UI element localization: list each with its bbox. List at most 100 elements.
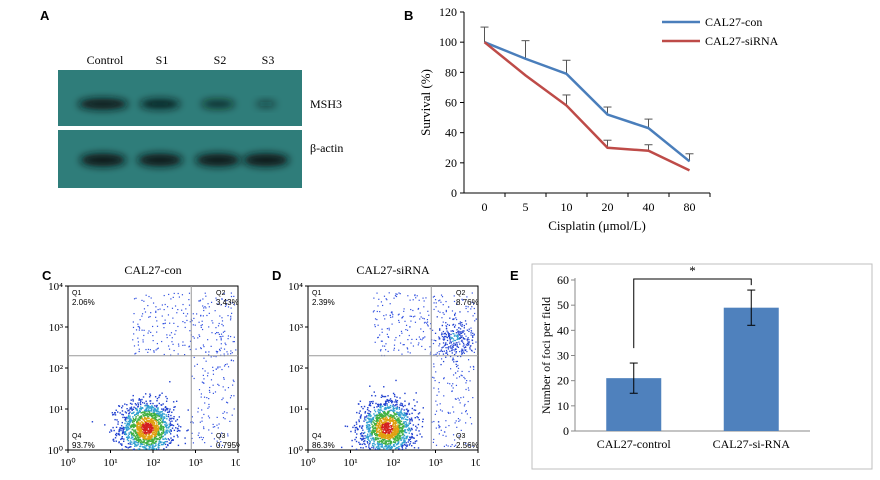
y-tick-label: 80 — [445, 65, 457, 79]
y-tick-label: 120 — [439, 5, 457, 19]
x-axis-title: Cisplatin (μmol/L) — [548, 218, 646, 233]
legend-label: CAL27-siRNA — [705, 34, 779, 48]
x-tick-label: 10¹ — [343, 457, 357, 469]
quadrant-percent: 86.3% — [312, 441, 335, 450]
significance-bracket — [633, 278, 752, 349]
quadrant-name: Q2 — [456, 290, 465, 297]
quadrant-percent: 2.39% — [312, 298, 335, 307]
quadrant-name: Q4 — [72, 433, 81, 440]
quadrant-percent: 8.76% — [456, 298, 479, 307]
y-tick-label: 10⁴ — [288, 281, 303, 293]
quadrant-name: Q4 — [312, 433, 321, 440]
x-tick-label: 10⁰ — [60, 457, 76, 469]
quadrant-name: Q3 — [456, 433, 465, 440]
bar — [723, 307, 779, 431]
survival-line-chart: 0 20 40 60 80 100 120 0 5 10 20 40 80 Cisplatin (μmol… — [418, 5, 779, 233]
y-tick-label: 40 — [445, 126, 457, 140]
lane-labels: Control S1 S2 S3 — [87, 53, 275, 67]
x-tick-label: 10⁴ — [471, 457, 480, 469]
y-axis-title: Number of foci per field — [539, 297, 553, 414]
y-tick-label: 100 — [439, 35, 457, 49]
quadrant-percent: 3.43% — [216, 298, 239, 307]
blot-band — [243, 153, 289, 167]
quadrant-percent: 0.795% — [216, 441, 240, 450]
x-tick-label: 20 — [602, 200, 614, 214]
y-tick-label: 50 — [557, 298, 569, 312]
y-tick-label: 10 — [557, 399, 569, 413]
blot-band — [137, 153, 183, 167]
lane-label: S2 — [214, 53, 227, 67]
actin-bands — [80, 153, 289, 167]
lane-label: Control — [87, 53, 124, 67]
y-tick-label: 0 — [563, 424, 569, 438]
chart-frame — [531, 263, 873, 470]
blot-band — [139, 99, 181, 109]
panel-label-b: B — [404, 8, 414, 23]
legend-label: CAL27-con — [705, 15, 762, 29]
blot-msh3-membrane — [58, 70, 302, 126]
y-tick-label: 10² — [49, 363, 64, 375]
panel-label-a: A — [40, 8, 50, 23]
flow-title: CAL27-siRNA — [356, 263, 430, 277]
x-tick-label: 5 — [523, 200, 529, 214]
blot-band — [201, 99, 235, 109]
x-tick-label: 10 — [561, 200, 573, 214]
lane-label: S1 — [156, 53, 169, 67]
x-tick-label: CAL27-si-RNA — [713, 437, 791, 451]
blot-row-labels: MSH3 β-actin — [310, 97, 343, 155]
quadrant-percent: 93.7% — [72, 441, 95, 450]
series-line-1 — [483, 41, 691, 172]
panel-label-d: D — [272, 268, 282, 283]
y-tick-label: 10² — [289, 363, 304, 375]
blot-band — [195, 153, 241, 167]
y-tick-label: 20 — [557, 374, 569, 388]
quadrant-name: Q1 — [312, 290, 321, 297]
y-tick-label: 10⁴ — [48, 281, 63, 293]
y-tick-label: 60 — [557, 273, 569, 287]
y-tick-label: 10³ — [49, 322, 64, 334]
y-tick-label: 40 — [557, 323, 569, 337]
x-tick-label: 10² — [146, 457, 161, 469]
panel-label-c: C — [42, 268, 52, 283]
row-label-msh3: MSH3 — [310, 97, 342, 111]
flow-dots — [340, 292, 477, 451]
y-tick-label: 10¹ — [49, 404, 63, 416]
y-tick-label: 10³ — [289, 322, 304, 334]
series-line-0 — [484, 41, 691, 163]
x-tick-label: 10¹ — [103, 457, 117, 469]
panel-label-e: E — [510, 268, 519, 283]
x-tick-label: 0 — [482, 200, 488, 214]
x-tick-label: 10² — [386, 457, 401, 469]
row-label-actin: β-actin — [310, 141, 343, 155]
x-tick-label: 10⁴ — [231, 457, 240, 469]
quadrant-percent: 2.06% — [72, 298, 95, 307]
blot-band — [255, 100, 277, 108]
x-tick-label: 10³ — [188, 457, 203, 469]
msh3-bands — [78, 98, 277, 110]
foci-bar-chart: 0 10 20 30 40 50 60 Number of foci per field CAL… — [531, 263, 873, 470]
y-tick-label: 20 — [445, 156, 457, 170]
x-tick-label: 80 — [684, 200, 696, 214]
flow-dots — [91, 292, 237, 451]
y-tick-label: 30 — [557, 349, 569, 363]
western-blot-panel: Control S1 S2 S3 MSH3 β-actin — [58, 53, 343, 188]
y-axis-title: Survival (%) — [418, 69, 433, 136]
y-tick-label: 0 — [451, 186, 457, 200]
y-tick-label: 10⁰ — [288, 445, 304, 457]
y-tick-label: 10⁰ — [48, 445, 64, 457]
x-tick-label: 10³ — [428, 457, 443, 469]
y-tick-label: 60 — [445, 96, 457, 110]
y-tick-label: 10¹ — [289, 404, 303, 416]
quadrant-name: Q3 — [216, 433, 225, 440]
flow-title: CAL27-con — [124, 263, 181, 277]
x-tick-label: 10⁰ — [300, 457, 316, 469]
blot-band — [78, 98, 128, 110]
quadrant-percent: 2.56% — [456, 441, 479, 450]
x-tick-label: 40 — [643, 200, 655, 214]
significance-marker: * — [689, 263, 696, 278]
quadrant-name: Q2 — [216, 290, 225, 297]
x-tick-label: CAL27-control — [597, 437, 672, 451]
lane-label: S3 — [262, 53, 275, 67]
